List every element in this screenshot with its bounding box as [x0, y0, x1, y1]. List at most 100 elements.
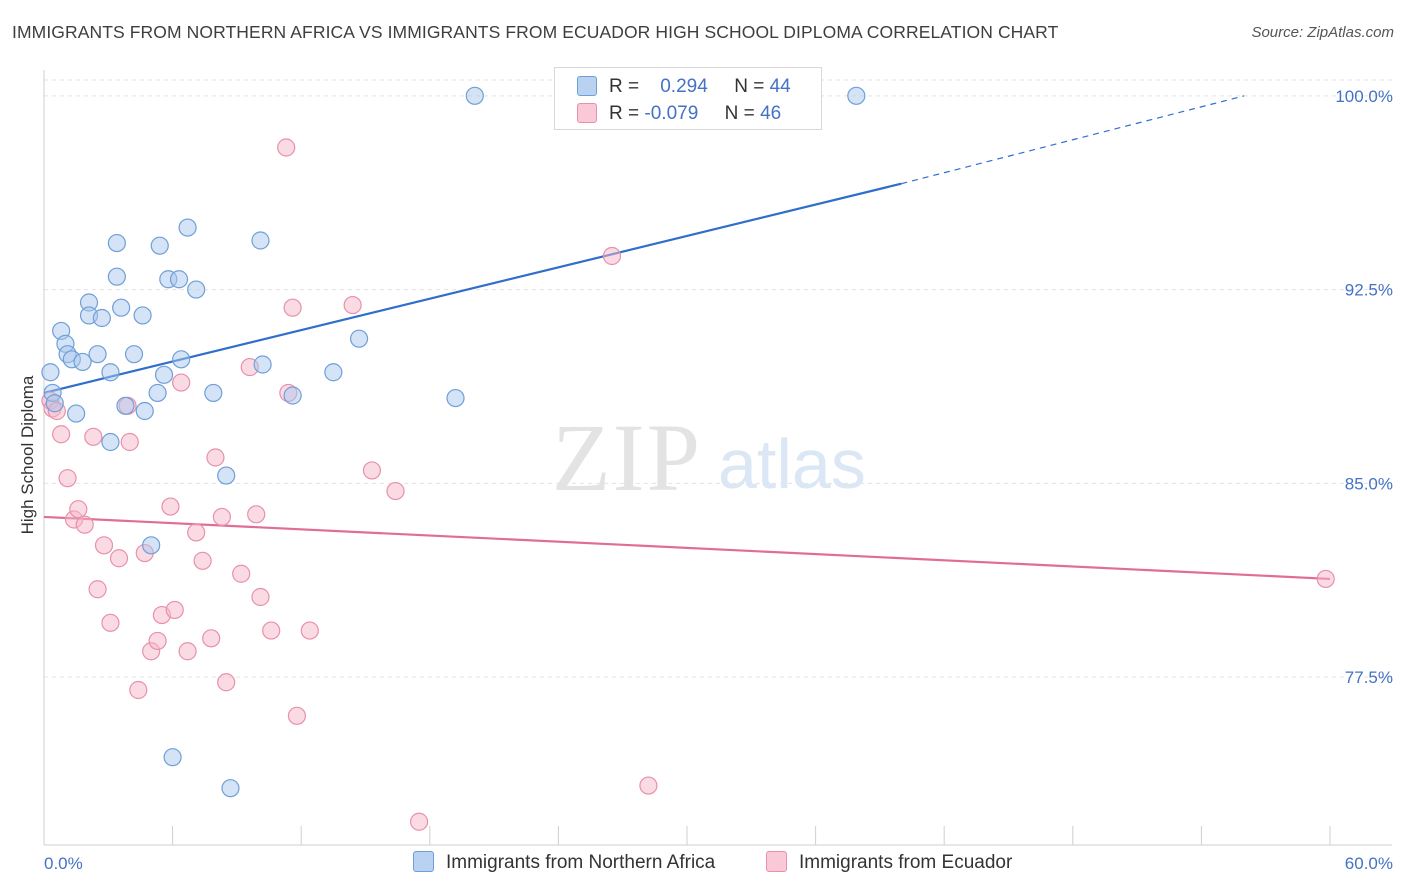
point-northern-africa: [324, 363, 343, 382]
point-northern-africa: [172, 350, 191, 369]
legend-n-value: 46: [760, 103, 782, 124]
point-northern-africa: [465, 86, 484, 105]
point-northern-africa: [349, 329, 369, 348]
point-northern-africa: [107, 233, 126, 253]
point-northern-africa: [41, 363, 60, 382]
point-ecuador: [343, 295, 362, 315]
point-ecuador: [172, 373, 191, 392]
point-ecuador: [187, 523, 206, 542]
point-ecuador: [178, 642, 197, 661]
point-ecuador: [362, 461, 382, 480]
point-ecuador: [287, 706, 307, 725]
point-ecuador: [69, 500, 88, 519]
point-northern-africa: [142, 536, 161, 555]
grid-lines: [44, 79, 1392, 678]
point-northern-africa: [163, 748, 182, 767]
legend-r-value: 0.294: [660, 76, 708, 97]
point-ecuador: [84, 427, 103, 446]
point-northern-africa: [154, 365, 174, 384]
legend-row-northern-africa: R = 0.294 N = 44: [577, 76, 791, 100]
point-northern-africa: [217, 466, 236, 485]
point-ecuador: [639, 776, 658, 795]
legend-n-label: N =: [724, 103, 755, 124]
legend-row-ecuador: R = -0.079 N = 46: [577, 103, 781, 127]
point-northern-africa: [169, 270, 189, 289]
point-northern-africa: [150, 236, 169, 255]
point-ecuador: [193, 551, 212, 570]
point-northern-africa: [88, 345, 107, 364]
y-tick-label: 77.5%: [1345, 668, 1393, 687]
point-ecuador: [277, 138, 296, 157]
legend-swatch-pink: [577, 103, 597, 123]
point-ecuador: [148, 631, 167, 651]
point-ecuador: [75, 515, 94, 534]
point-northern-africa: [847, 86, 866, 105]
point-ecuador: [212, 507, 231, 527]
point-northern-africa: [92, 308, 111, 328]
point-ecuador: [58, 469, 77, 488]
x-tick-label: 60.0%: [1345, 854, 1393, 873]
bottom-legend-label-northern-africa: Immigrants from Northern Africa: [446, 852, 716, 873]
point-northern-africa: [253, 355, 272, 374]
legend-r-label: R =: [609, 103, 640, 124]
point-northern-africa: [101, 432, 120, 452]
point-northern-africa: [204, 383, 223, 403]
point-ecuador: [602, 246, 622, 266]
point-ecuador: [232, 564, 251, 583]
point-ecuador: [161, 497, 180, 516]
point-ecuador: [206, 448, 225, 467]
trend-line-northern-africa-extension: [901, 95, 1245, 185]
point-ecuador: [202, 629, 221, 648]
point-northern-africa: [187, 280, 206, 299]
point-ecuador: [1316, 569, 1335, 589]
point-northern-africa: [112, 298, 131, 317]
bottom-legend-ecuador: Immigrants from Ecuador: [766, 851, 1012, 874]
point-northern-africa: [73, 352, 92, 372]
legend-r-label: R =: [609, 76, 640, 97]
point-ecuador: [300, 621, 319, 640]
bottom-legend-label-ecuador: Immigrants from Ecuador: [799, 852, 1013, 873]
point-ecuador: [94, 536, 114, 555]
point-ecuador: [101, 613, 120, 632]
point-northern-africa: [446, 388, 465, 408]
point-northern-africa: [67, 404, 86, 423]
chart-title: IMMIGRANTS FROM NORTHERN AFRICA VS IMMIG…: [12, 22, 1059, 42]
tick-labels: 77.5% 85.0% 92.5% 100.0% 0.0% 60.0%: [44, 87, 1393, 873]
point-northern-africa: [135, 401, 154, 421]
point-ecuador: [52, 425, 71, 444]
data-points: [41, 86, 1335, 831]
point-ecuador: [247, 505, 266, 524]
point-ecuador: [120, 432, 139, 452]
trend-line-ecuador: [43, 515, 1331, 581]
bottom-legend-swatch-blue: [413, 851, 434, 872]
y-tick-label: 85.0%: [1345, 474, 1393, 493]
point-ecuador: [129, 680, 148, 700]
point-northern-africa: [107, 267, 126, 286]
point-ecuador: [165, 600, 184, 620]
correlation-legend: R = 0.294 N = 44 R = -0.079 N = 46: [554, 67, 822, 130]
bottom-legend-northern-africa: Immigrants from Northern Africa: [413, 851, 715, 874]
y-tick-label: 100.0%: [1335, 87, 1393, 106]
point-ecuador: [251, 587, 270, 607]
point-ecuador: [88, 580, 107, 599]
point-northern-africa: [116, 396, 135, 415]
x-tick-label: 0.0%: [44, 854, 83, 873]
point-northern-africa: [124, 345, 144, 364]
point-northern-africa: [178, 218, 197, 237]
point-ecuador: [217, 673, 236, 692]
point-northern-africa: [45, 394, 64, 413]
legend-n-value: 44: [769, 76, 791, 97]
legend-swatch-blue: [577, 76, 597, 96]
point-northern-africa: [221, 779, 240, 798]
axes: [43, 70, 1392, 846]
point-northern-africa: [133, 306, 152, 325]
watermark-zip: ZIP: [552, 404, 702, 511]
point-northern-africa: [283, 386, 302, 405]
point-ecuador: [386, 481, 405, 501]
bottom-legend-swatch-pink: [766, 851, 787, 872]
legend-r-value: -0.079: [644, 103, 699, 124]
point-northern-africa: [101, 363, 120, 382]
point-ecuador: [262, 621, 281, 640]
point-northern-africa: [148, 383, 167, 403]
